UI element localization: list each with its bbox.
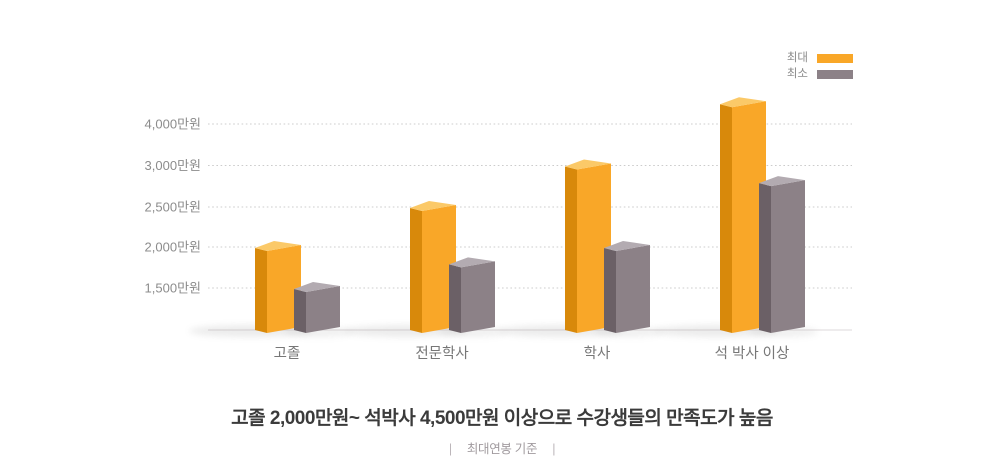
bar-min-group4-front [771, 180, 805, 333]
caption-title: 고졸 2,000만원~ 석박사 4,500만원 이상으로 수강생들의 만족도가 … [231, 408, 773, 429]
bar-max-group2-top [410, 201, 456, 211]
bar-min-group2-side [449, 264, 461, 333]
category-label: 학사 [584, 345, 611, 362]
y-tick-label: 2,500만원 [145, 200, 201, 215]
y-tick-label: 3,000만원 [145, 158, 201, 173]
bar-min-group4-top [759, 176, 805, 187]
y-tick-label: 1,500만원 [145, 281, 201, 296]
legend-swatch-max-icon [817, 54, 853, 63]
y-tick-label: 4,000만원 [145, 117, 201, 132]
bar-max-group3-side [565, 166, 577, 333]
bar-min-group3-front [616, 245, 650, 333]
bar-max-group4-side [720, 104, 732, 333]
legend-item-max: 최대 [786, 52, 853, 64]
subtitle-left-pipe: | [448, 442, 452, 456]
legend-item-min: 최소 [786, 68, 853, 80]
bar-min-group1-side [294, 289, 306, 333]
legend-label-min: 최소 [786, 68, 808, 80]
bar-max-group2-side [410, 208, 422, 333]
subtitle-text: 최대연봉 기준 [466, 442, 538, 456]
bar-min-group1-front [306, 286, 340, 333]
category-label: 고졸 [274, 346, 301, 362]
caption-subtitle: | 최대연봉 기준 | [0, 438, 1004, 457]
legend-label-max: 최대 [786, 52, 808, 64]
bar-max-group3-front [577, 163, 611, 333]
bar-min-group4-side [759, 183, 771, 333]
chart-legend: 최대 최소 [786, 52, 853, 86]
legend-swatch-min-icon [817, 70, 853, 79]
bar-min-group3-side [604, 248, 616, 333]
category-label: 전문학사 [415, 345, 468, 362]
bar-max-group1-top [255, 241, 301, 251]
bar-max-group4-front [732, 101, 766, 333]
bar-max-group2-front [422, 205, 456, 333]
bar-min-group3-top [604, 241, 650, 251]
y-tick-label: 2,000만원 [145, 240, 201, 255]
bar-max-group4-top [720, 97, 766, 108]
bar-max-group1-front [267, 245, 301, 333]
bar-max-group3-top [565, 159, 611, 170]
bar-min-group2-top [449, 257, 495, 268]
caption: 고졸 2,000만원~ 석박사 4,500만원 이상으로 수강생들의 만족도가 … [0, 403, 1004, 457]
subtitle-right-pipe: | [552, 442, 556, 456]
category-label: 석 박사 이상 [715, 345, 790, 362]
bar-min-group2-front [461, 261, 495, 333]
bar-max-group1-side [255, 248, 267, 333]
bar-min-group1-top [294, 282, 340, 292]
